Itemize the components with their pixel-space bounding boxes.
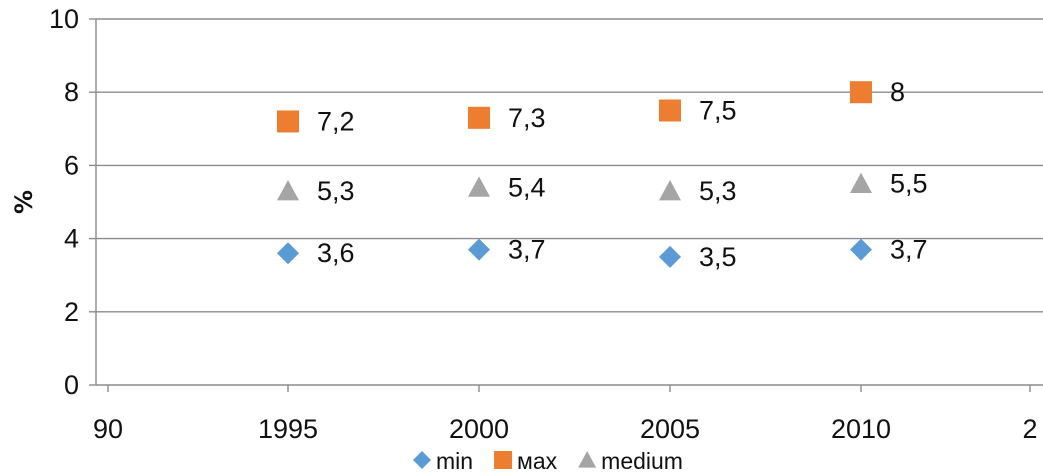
min-data-label: 3,7 xyxy=(890,235,928,265)
y-tick-label: 4 xyxy=(64,224,79,254)
medium-data-label: 5,3 xyxy=(699,176,737,206)
min-data-label: 3,5 xyxy=(699,242,737,272)
y-tick-label: 0 xyxy=(64,370,79,400)
medium-point xyxy=(277,180,299,201)
x-tick-label: 2000 xyxy=(449,414,509,444)
legend-medium-label: medium xyxy=(601,448,683,472)
мах-data-label: 7,3 xyxy=(508,103,546,133)
legend: min мах medium xyxy=(413,448,683,472)
мах-data-label: 7,2 xyxy=(317,106,355,136)
x-tick-label: 90 xyxy=(93,414,123,444)
axes xyxy=(89,18,1043,392)
мах-data-label: 7,5 xyxy=(699,96,737,126)
y-tick-label: 6 xyxy=(64,150,79,180)
y-tick-label: 2 xyxy=(64,297,79,327)
legend-medium-marker xyxy=(578,451,597,468)
medium-point xyxy=(659,180,681,201)
y-tick-labels: 0 2 4 6 8 10 xyxy=(49,4,79,400)
y-axis-title: % xyxy=(10,190,38,214)
medium-data-label: 5,3 xyxy=(317,176,355,206)
x-tick-label: 1995 xyxy=(258,414,318,444)
x-tick-label: 2 xyxy=(1022,414,1037,444)
мах-point xyxy=(468,106,490,129)
medium-data-label: 5,5 xyxy=(890,169,928,199)
medium-point xyxy=(468,176,490,197)
мах-point xyxy=(850,81,872,104)
legend-min-marker xyxy=(413,451,431,469)
x-tick-label: 2010 xyxy=(831,414,891,444)
medium-data-label: 5,4 xyxy=(508,172,546,202)
data-points xyxy=(277,81,872,268)
y-tick-label: 10 xyxy=(49,4,79,34)
мах-point xyxy=(277,110,299,133)
min-data-label: 3,6 xyxy=(317,238,355,268)
legend-min-label: min xyxy=(436,448,473,472)
gridlines xyxy=(96,18,1043,313)
y-tick-label: 8 xyxy=(64,77,79,107)
min-data-label: 3,7 xyxy=(508,235,546,265)
legend-мах-marker xyxy=(494,451,513,469)
x-tick-labels: 90 1995 2000 2005 2010 2 xyxy=(93,414,1038,444)
x-tick-label: 2005 xyxy=(640,414,700,444)
min-point xyxy=(277,242,299,265)
legend-мах-label: мах xyxy=(517,448,558,472)
min-point xyxy=(659,245,681,268)
min-point xyxy=(850,238,872,261)
min-point xyxy=(468,238,490,261)
мах-data-label: 8 xyxy=(890,77,905,107)
medium-point xyxy=(850,172,872,194)
мах-point xyxy=(659,99,681,122)
data-labels: 3,6 3,7 3,5 3,7 7,2 7,3 7,5 8 5,3 5,4 5,3 5,5 xyxy=(317,77,928,272)
